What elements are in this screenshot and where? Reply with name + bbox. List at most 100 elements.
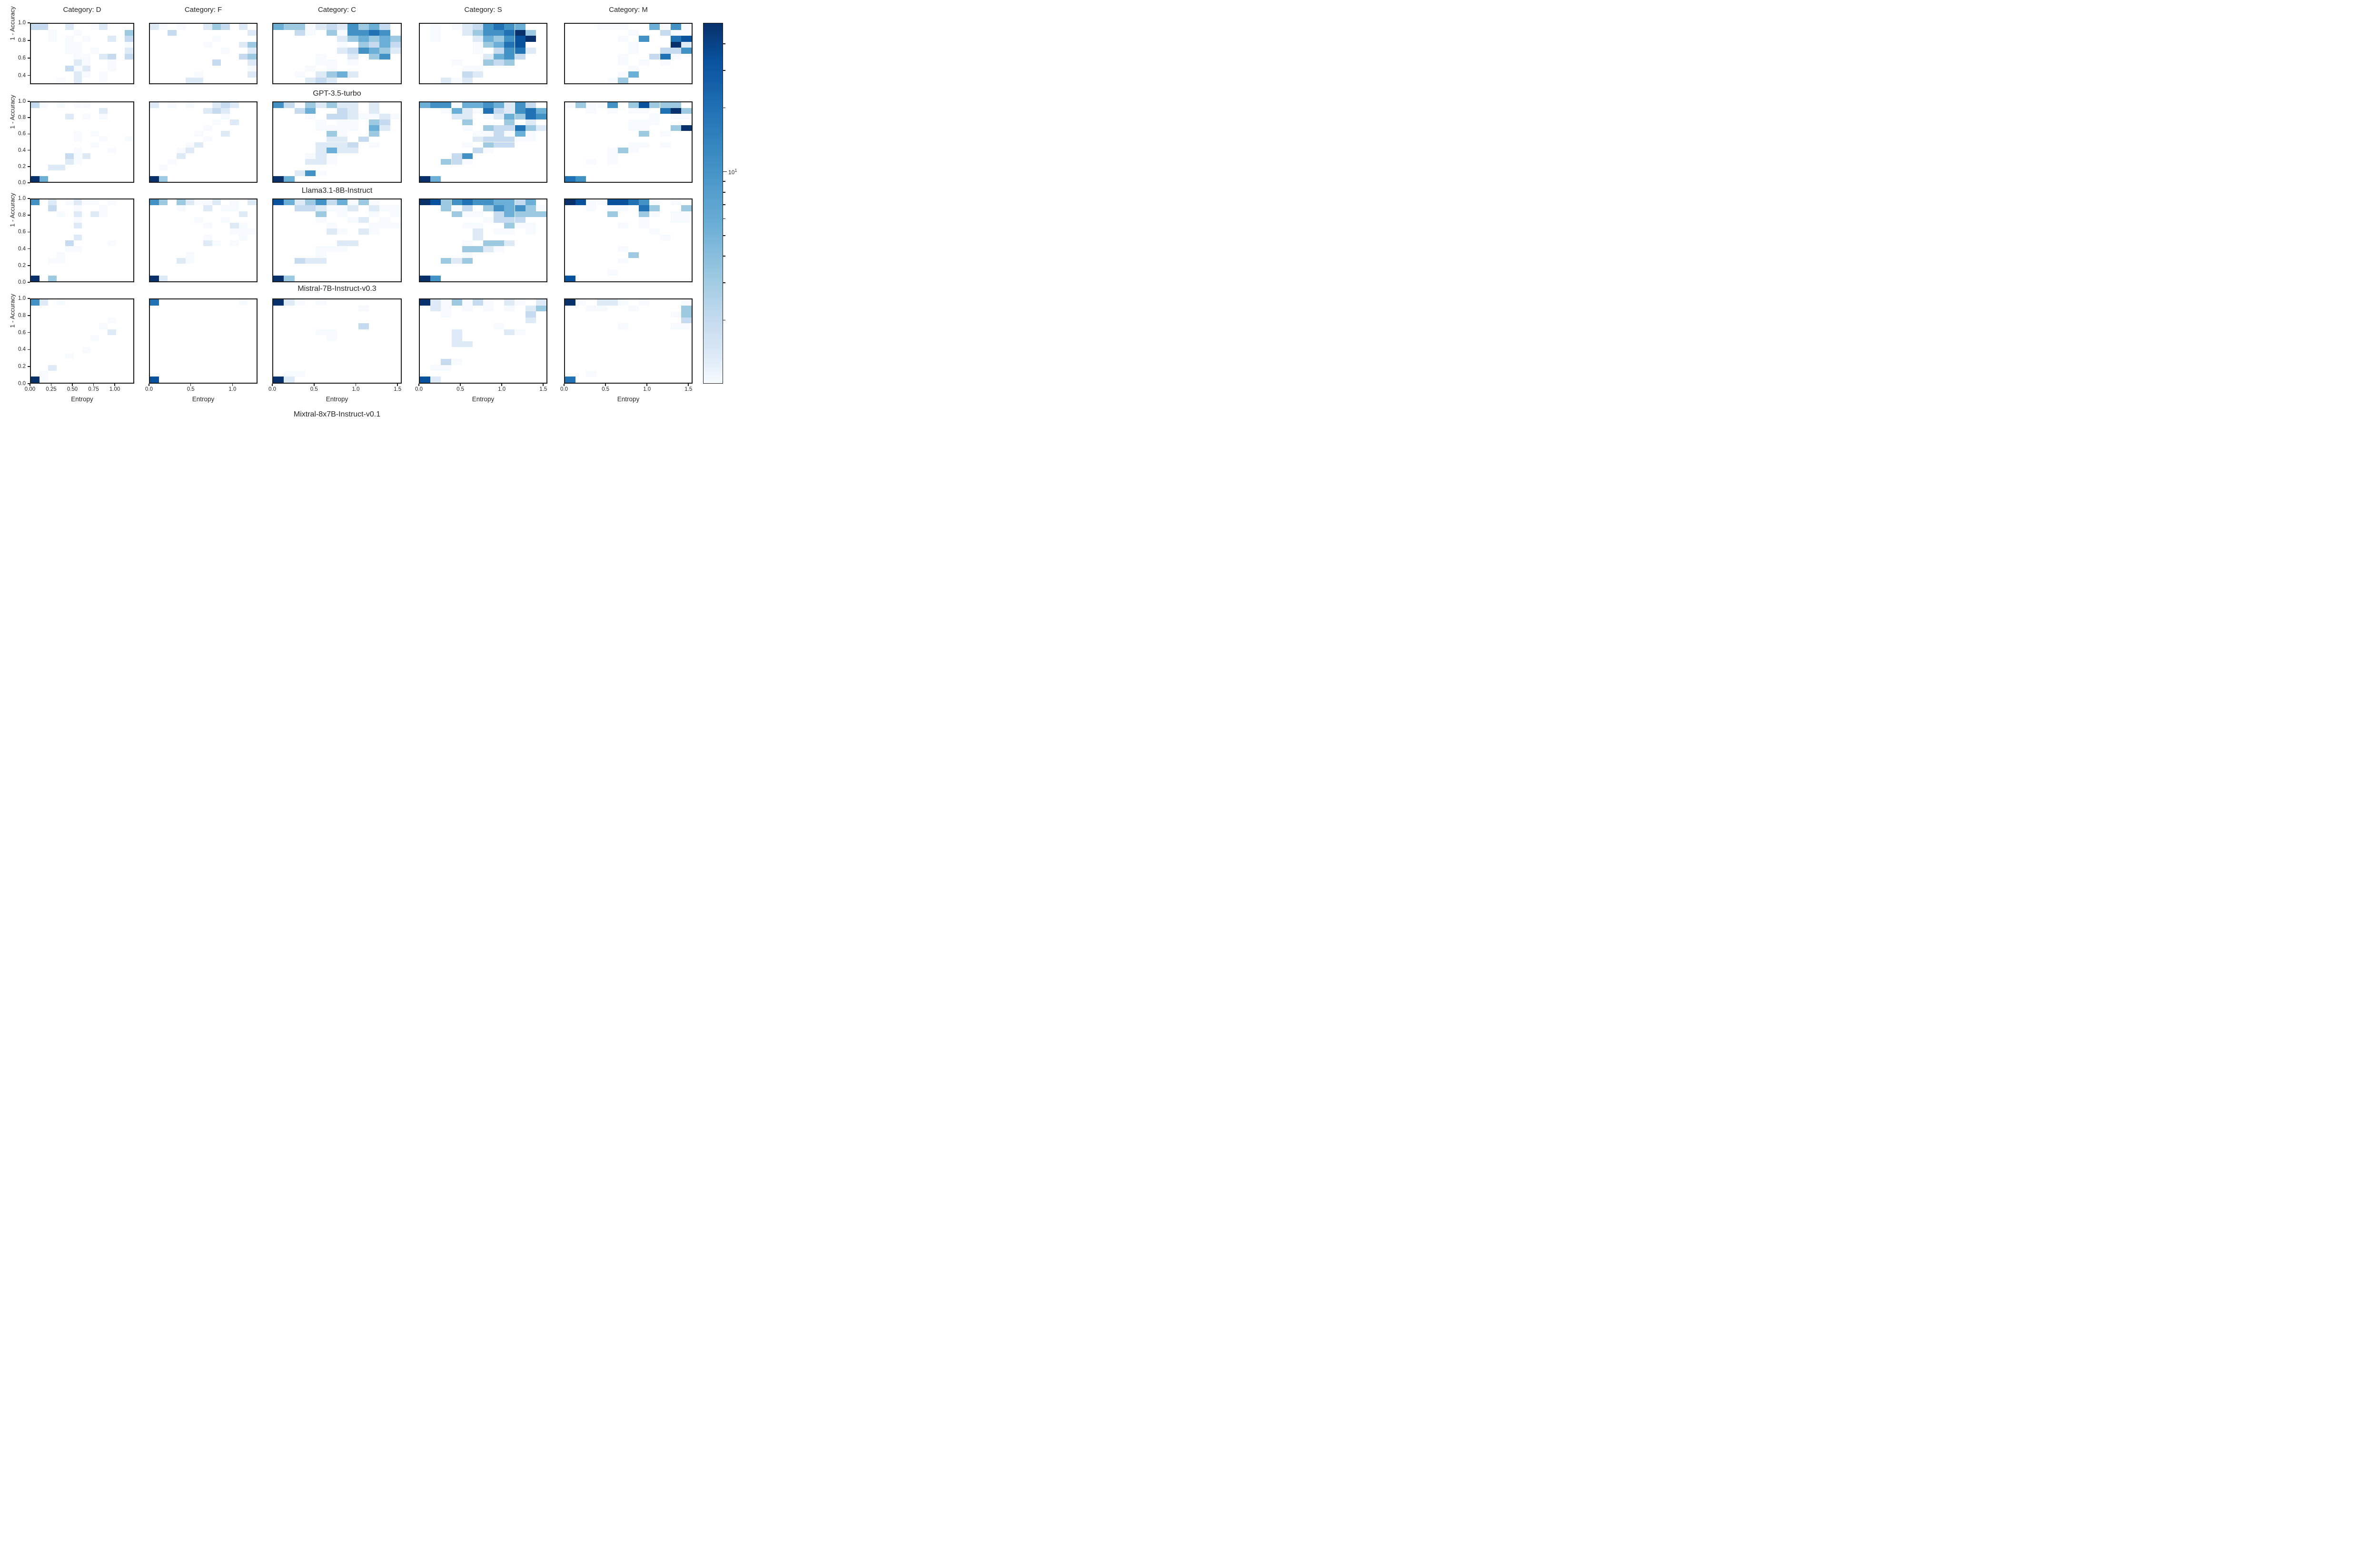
- heatmap-cell: [316, 24, 327, 30]
- heatmap-cell: [369, 102, 380, 108]
- y-tick-mark: [28, 166, 30, 167]
- heatmap-cell: [185, 148, 195, 154]
- heatmap-panel-r2c2: [272, 198, 402, 282]
- y-tick-label: 0.4: [18, 147, 26, 153]
- heatmap-cell: [150, 275, 159, 281]
- heatmap-cell: [681, 108, 692, 114]
- colorbar-minor-tick: [723, 69, 725, 71]
- heatmap-cell: [326, 223, 337, 229]
- y-tick-mark: [28, 133, 30, 135]
- heatmap-cell: [31, 275, 40, 281]
- x-tick-mark: [272, 384, 273, 386]
- heatmap-cell: [515, 48, 526, 54]
- y-tick-mark: [28, 298, 30, 299]
- heatmap-cell: [90, 24, 99, 30]
- heatmap-cell: [73, 30, 82, 36]
- heatmap-cell: [337, 246, 348, 252]
- heatmap-cell: [316, 252, 327, 258]
- heatmap-cell: [56, 102, 65, 108]
- heatmap-cell: [525, 102, 536, 108]
- y-axis-label: 1 - Accuracy: [9, 193, 16, 227]
- heatmap-cell: [617, 148, 628, 154]
- heatmap-cell: [525, 199, 536, 206]
- heatmap-cell: [273, 199, 284, 206]
- heatmap-cell: [305, 30, 316, 36]
- heatmap-cell: [177, 148, 186, 154]
- heatmap-cell: [462, 119, 473, 125]
- heatmap-cell: [65, 36, 74, 42]
- heatmap-cell: [379, 223, 390, 229]
- heatmap-cell: [451, 60, 462, 66]
- heatmap-cell: [596, 299, 607, 306]
- heatmap-cell: [159, 199, 168, 206]
- y-tick-mark: [28, 366, 30, 367]
- heatmap-cell: [358, 136, 369, 142]
- heatmap-cell: [525, 125, 536, 131]
- heatmap-cell: [660, 24, 671, 30]
- heatmap-cell: [515, 41, 526, 48]
- heatmap-cell: [586, 305, 597, 311]
- heatmap-cell: [494, 211, 505, 217]
- heatmap-cell: [177, 153, 186, 159]
- heatmap-cell: [586, 371, 597, 377]
- heatmap-cell: [316, 159, 327, 165]
- heatmap-cell: [472, 228, 483, 235]
- heatmap-cell: [358, 30, 369, 36]
- heatmap-cell: [390, 205, 401, 211]
- heatmap-cell: [273, 275, 284, 281]
- x-tick-label: 1.5: [539, 387, 547, 392]
- heatmap-cell: [483, 299, 494, 306]
- heatmap-cell: [48, 199, 57, 206]
- heatmap-cell: [337, 113, 348, 119]
- heatmap-cell: [639, 299, 650, 306]
- heatmap-cell: [185, 142, 195, 148]
- heatmap-cell: [525, 130, 536, 137]
- heatmap-cell: [681, 36, 692, 42]
- heatmap-cell: [305, 102, 316, 108]
- y-tick-mark: [28, 75, 30, 76]
- heatmap-cell: [430, 24, 441, 30]
- heatmap-cell: [494, 41, 505, 48]
- x-tick-mark: [72, 384, 73, 386]
- heatmap-cell: [369, 228, 380, 235]
- heatmap-cell: [681, 311, 692, 317]
- heatmap-panel-r1c2: [272, 101, 402, 183]
- heatmap-cell: [221, 48, 230, 54]
- heatmap-cell: [369, 36, 380, 42]
- heatmap-cell: [90, 130, 99, 137]
- heatmap-cell: [108, 329, 117, 335]
- heatmap-cell: [681, 48, 692, 54]
- heatmap-cell: [31, 176, 40, 182]
- heatmap-cell: [358, 48, 369, 54]
- heatmap-cell: [337, 30, 348, 36]
- x-tick-label: 1.5: [394, 387, 402, 392]
- heatmap-cell: [326, 329, 337, 335]
- heatmap-cell: [125, 136, 133, 142]
- heatmap-cell: [379, 41, 390, 48]
- heatmap-cell: [483, 136, 494, 142]
- heatmap-cell: [99, 24, 108, 30]
- heatmap-cell: [337, 148, 348, 154]
- heatmap-cell: [337, 240, 348, 247]
- heatmap-cell: [337, 36, 348, 42]
- y-axis-label: 1 - Accuracy: [9, 6, 16, 40]
- heatmap-cell: [316, 53, 327, 60]
- heatmap-cell: [347, 199, 358, 206]
- heatmap-cell: [230, 223, 239, 229]
- colorbar-label-exponent: 1: [734, 168, 737, 173]
- heatmap-cell: [203, 234, 212, 240]
- heatmap-cell: [212, 199, 221, 206]
- heatmap-cell: [525, 211, 536, 217]
- heatmap-cell: [379, 217, 390, 223]
- heatmap-cell: [379, 113, 390, 119]
- heatmap-cell: [494, 136, 505, 142]
- heatmap-cell: [212, 108, 221, 114]
- heatmap-cell: [607, 148, 618, 154]
- heatmap-cell: [462, 159, 473, 165]
- heatmap-cell: [483, 142, 494, 148]
- heatmap-cell: [31, 199, 40, 206]
- heatmap-cell: [150, 24, 159, 30]
- heatmap-panel-r3c0: [30, 298, 134, 384]
- heatmap-cell: [670, 125, 681, 131]
- heatmap-cell: [660, 234, 671, 240]
